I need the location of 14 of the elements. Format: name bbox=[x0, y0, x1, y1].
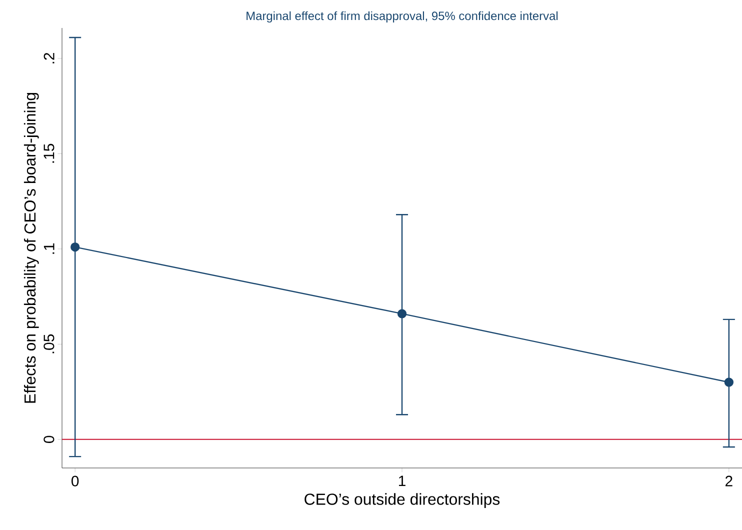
y-tick-label: .1 bbox=[44, 243, 54, 254]
y-tick-label: 0 bbox=[44, 436, 54, 443]
y-tick-label: .15 bbox=[44, 144, 54, 163]
x-axis-title: CEO’s outside directorships bbox=[304, 493, 500, 508]
x-tick-label: 2 bbox=[726, 476, 732, 486]
point bbox=[70, 242, 80, 252]
point bbox=[397, 309, 407, 318]
y-tick-label: .05 bbox=[44, 334, 54, 354]
point bbox=[724, 378, 734, 387]
y-axis-title: Effects on probability of CEO’s board-joining bbox=[24, 92, 39, 403]
y-tick-label: .2 bbox=[44, 52, 54, 64]
x-tick-label: 0 bbox=[72, 476, 79, 486]
x-tick-label: 1 bbox=[398, 476, 406, 486]
chart-title: Marginal effect of firm disapproval, 95% confidence interval bbox=[246, 11, 558, 22]
